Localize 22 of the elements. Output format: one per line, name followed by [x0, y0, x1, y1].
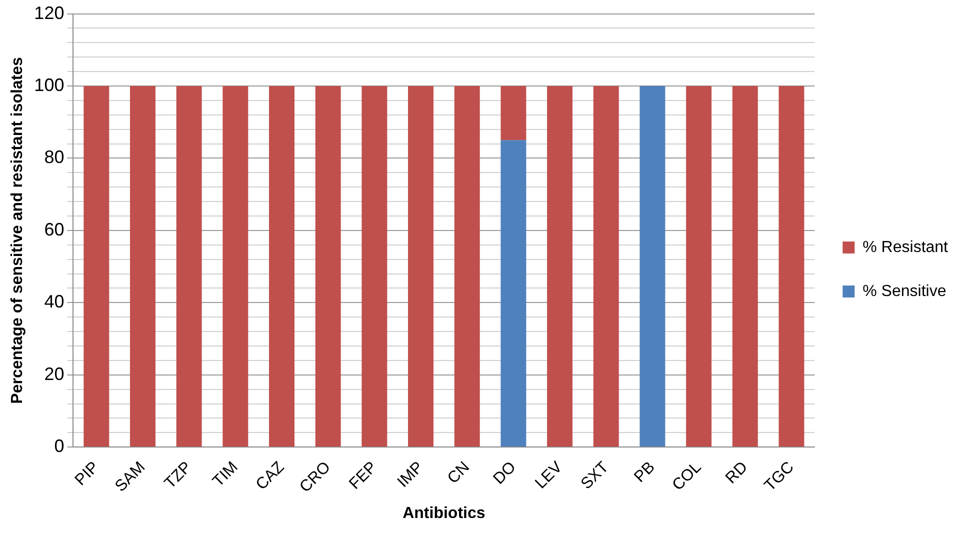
y-tick-label: 120: [34, 2, 64, 23]
legend-label: % Resistant: [862, 238, 949, 256]
x-tick-label: TGC: [762, 458, 798, 495]
y-tick-label: 0: [54, 436, 64, 456]
x-tick-label: FEP: [346, 458, 380, 493]
y-tick-label: 100: [34, 74, 64, 95]
x-tick-label: TIM: [210, 458, 242, 490]
x-tick-label: PIP: [72, 458, 102, 490]
x-tick-label: COL: [669, 458, 705, 494]
x-axis-title: Antibiotics: [402, 504, 486, 522]
x-tick-label: IMP: [394, 458, 427, 491]
y-axis-title: Percentage of sensitive and resistant isolates: [9, 56, 26, 404]
y-tick-label: 40: [44, 292, 64, 312]
x-tick-label: TZP: [162, 458, 196, 492]
legend-label: % Sensitive: [862, 282, 946, 300]
y-tick-label: 20: [44, 364, 64, 384]
x-tick-label: DO: [490, 458, 520, 488]
x-tick-label: RD: [722, 458, 752, 488]
x-tick-label: PB: [631, 458, 658, 486]
y-tick-label: 80: [44, 147, 64, 168]
x-tick-label: CN: [444, 458, 474, 488]
y-tick-label: 60: [44, 219, 64, 240]
